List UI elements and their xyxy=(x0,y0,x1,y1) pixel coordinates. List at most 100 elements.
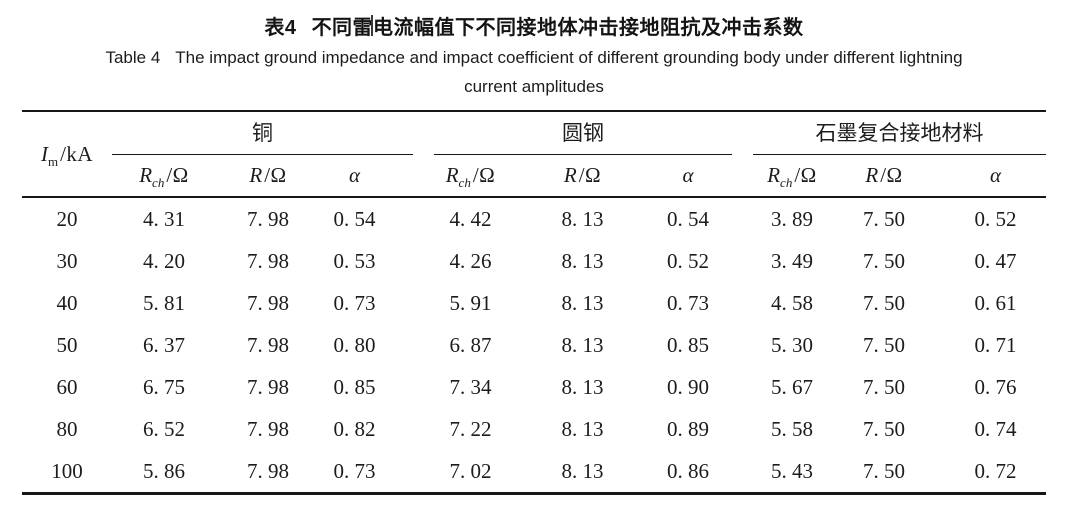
cell: 7. 50 xyxy=(843,450,945,495)
cell: 7. 98 xyxy=(247,374,289,399)
cell: 7. 98 xyxy=(216,196,320,240)
group-label-round-steel: 圆钢 xyxy=(434,112,732,155)
group-header-row: Im/kA 铜 圆钢 石墨复合接地材料 xyxy=(22,110,1046,197)
caption-english-line1: Table 4 The impact ground impedance and … xyxy=(0,48,1068,68)
cell: 7. 50 xyxy=(863,248,905,273)
cell: 0. 80 xyxy=(333,332,376,357)
cell: 8. 13 xyxy=(530,196,635,240)
im-value: 30 xyxy=(56,248,78,273)
cell: 0. 85 xyxy=(667,332,709,357)
table-row: 80 6. 52 7. 98 0. 82 7. 22 8. 13 0. 89 5… xyxy=(22,408,1046,450)
cell: 0. 82 xyxy=(333,416,376,441)
cell: 0. 76 xyxy=(974,374,1017,399)
subheader-graphite-r: R/Ω xyxy=(865,163,903,187)
subheader-steel-rch: Rch/Ω xyxy=(445,163,496,191)
cell: 3. 49 xyxy=(771,248,813,273)
cell: 5. 30 xyxy=(771,332,813,357)
cell: 6. 52 xyxy=(143,416,185,441)
caption-english-label: Table 4 xyxy=(105,48,161,67)
cell: 8. 13 xyxy=(561,332,604,357)
im-value: 100 xyxy=(22,450,112,495)
col-header-current: Im/kA xyxy=(22,110,112,197)
symbol-I: I xyxy=(40,141,48,166)
cell: 5. 67 xyxy=(771,374,813,399)
cell: 5. 81 xyxy=(143,290,185,315)
cell: 0. 89 xyxy=(667,416,709,441)
caption-english-text2: current amplitudes xyxy=(464,77,604,96)
group-header-round-steel: 圆钢 xyxy=(425,110,741,155)
cell: 4. 26 xyxy=(449,248,492,273)
cell: 7. 98 xyxy=(247,290,289,315)
cell: 4. 20 xyxy=(143,248,185,273)
cell: 8. 13 xyxy=(561,248,604,273)
cell: 7. 98 xyxy=(216,450,320,495)
cell: 0. 47 xyxy=(974,248,1017,273)
cell: 5. 86 xyxy=(112,450,216,495)
table-row: 50 6. 37 7. 98 0. 80 6. 87 8. 13 0. 85 5… xyxy=(22,324,1046,366)
cell: 7. 50 xyxy=(863,332,905,357)
cell: 4. 58 xyxy=(771,290,813,315)
cell: 0. 72 xyxy=(945,450,1046,495)
cell: 7. 98 xyxy=(247,248,289,273)
caption-english-text: The impact ground impedance and impact c… xyxy=(175,48,963,67)
group-header-copper: 铜 xyxy=(112,110,425,155)
im-value: 50 xyxy=(56,332,78,357)
caption-chinese-title: 不同雷电流幅值下不同接地体冲击接地阻抗及冲击系数 xyxy=(311,17,804,39)
cell: 0. 74 xyxy=(974,416,1017,441)
cell: 5. 91 xyxy=(449,290,492,315)
caption-chinese-label: 表4 xyxy=(264,17,297,39)
cell: 6. 75 xyxy=(143,374,185,399)
cell: 7. 98 xyxy=(247,416,289,441)
cell: 8. 13 xyxy=(561,290,604,315)
group-label-graphite-composite: 石墨复合接地材料 xyxy=(753,112,1046,155)
cell: 5. 58 xyxy=(771,416,813,441)
group-header-graphite-composite: 石墨复合接地材料 xyxy=(741,110,1046,155)
cell: 7. 50 xyxy=(843,196,945,240)
sub-header-row: Rch/Ω R/Ω α Rch/Ω R/Ω α Rch/Ω R/Ω α xyxy=(22,155,1046,197)
table-row: 40 5. 81 7. 98 0. 73 5. 91 8. 13 0. 73 4… xyxy=(22,282,1046,324)
caption-chinese: 表4 不同雷电流幅值下不同接地体冲击接地阻抗及冲击系数 xyxy=(0,11,1068,40)
impedance-table: Im/kA 铜 圆钢 石墨复合接地材料 Rch/Ω R/Ω α Rch/Ω R/… xyxy=(22,110,1046,495)
cell: 7. 34 xyxy=(449,374,492,399)
cell: 0. 54 xyxy=(635,196,741,240)
im-value: 80 xyxy=(56,416,78,441)
table-row: 60 6. 75 7. 98 0. 85 7. 34 8. 13 0. 90 5… xyxy=(22,366,1046,408)
cell: 0. 71 xyxy=(974,332,1017,357)
unit-kA: /kA xyxy=(60,141,94,166)
cell: 0. 61 xyxy=(974,290,1017,315)
cell: 7. 98 xyxy=(247,332,289,357)
cell: 0. 73 xyxy=(333,290,376,315)
caption-english-line2: current amplitudes xyxy=(0,77,1068,97)
table-row: 30 4. 20 7. 98 0. 53 4. 26 8. 13 0. 52 3… xyxy=(22,240,1046,282)
scan-artifact-line xyxy=(371,15,373,36)
cell: 5. 43 xyxy=(741,450,843,495)
cell: 7. 50 xyxy=(863,374,905,399)
subheader-copper-r: R/Ω xyxy=(249,163,287,187)
cell: 0. 52 xyxy=(945,196,1046,240)
im-value: 60 xyxy=(56,374,78,399)
cell: 8. 13 xyxy=(530,450,635,495)
subheader-copper-alpha: α xyxy=(348,163,361,187)
cell: 0. 53 xyxy=(333,248,376,273)
cell: 8. 13 xyxy=(561,374,604,399)
cell: 6. 37 xyxy=(143,332,185,357)
subheader-steel-r: R/Ω xyxy=(563,163,602,187)
cell: 7. 02 xyxy=(425,450,530,495)
cell: 3. 89 xyxy=(741,196,843,240)
cell: 4. 42 xyxy=(425,196,530,240)
im-value: 40 xyxy=(56,290,78,315)
subheader-graphite-rch: Rch/Ω xyxy=(767,163,817,191)
cell: 0. 86 xyxy=(635,450,741,495)
subheader-copper-rch: Rch/Ω xyxy=(139,163,189,191)
cell: 0. 90 xyxy=(667,374,709,399)
cell: 4. 31 xyxy=(112,196,216,240)
im-value: 20 xyxy=(22,196,112,240)
subheader-steel-alpha: α xyxy=(682,163,694,187)
group-label-copper: 铜 xyxy=(112,112,413,155)
subscript-m: m xyxy=(47,153,59,169)
cell: 7. 50 xyxy=(863,416,905,441)
cell: 0. 85 xyxy=(333,374,376,399)
table-row: 20 4. 31 7. 98 0. 54 4. 42 8. 13 0. 54 3… xyxy=(22,196,1046,240)
cell: 6. 87 xyxy=(449,332,492,357)
